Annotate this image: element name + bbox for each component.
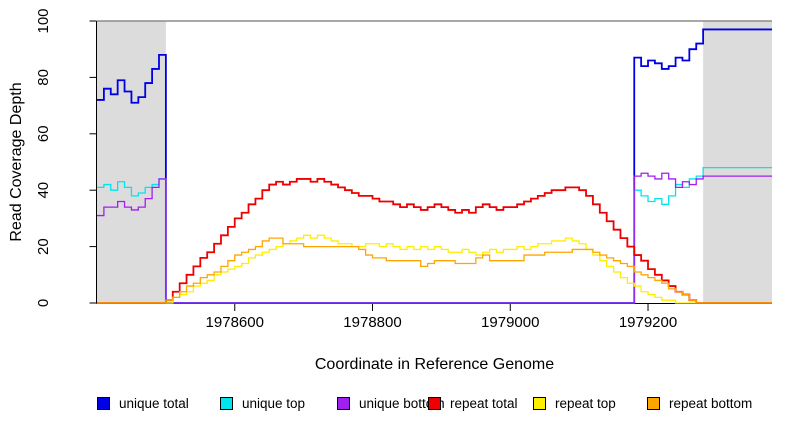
series-line-repeat-bottom	[97, 237, 772, 304]
legend-label: repeat bottom	[669, 395, 753, 411]
x-axis-title: Coordinate in Reference Genome	[314, 356, 555, 373]
legend-swatch-unique-top	[220, 396, 233, 410]
x-tick-label: 1979200	[619, 314, 677, 331]
legend-swatch-unique-bottom	[337, 396, 350, 410]
legend-swatch-repeat-bottom	[647, 396, 660, 410]
legend-swatch-repeat-top	[533, 396, 546, 410]
x-tick-label: 1978800	[343, 314, 401, 331]
x-tick-label: 1978600	[206, 314, 264, 331]
legend-label: repeat total	[450, 395, 518, 411]
legend-label: unique total	[119, 395, 189, 411]
shaded-region	[97, 21, 166, 303]
legend-item-unique-bottom: unique bottom	[337, 394, 445, 412]
y-tick-label: 60	[35, 125, 52, 142]
legend-label: repeat top	[555, 395, 616, 411]
y-tick-label: 20	[35, 238, 52, 255]
shaded-region	[703, 21, 772, 303]
legend-item-unique-top: unique top	[220, 394, 305, 412]
series-line-repeat-top	[97, 234, 772, 304]
y-tick-label: 100	[35, 8, 52, 33]
legend-item-repeat-top: repeat top	[533, 394, 616, 412]
legend-item-unique-total: unique total	[97, 394, 189, 412]
y-axis-title: Read Coverage Depth	[8, 82, 25, 242]
x-tick-label: 1979000	[481, 314, 539, 331]
legend-label: unique bottom	[359, 395, 445, 411]
legend: unique total unique top unique bottom re…	[0, 394, 792, 420]
legend-swatch-repeat-total	[428, 396, 441, 410]
y-tick-label: 0	[35, 299, 52, 307]
legend-item-repeat-bottom: repeat bottom	[647, 394, 752, 412]
y-tick-label: 40	[35, 182, 52, 199]
y-tick-label: 80	[35, 69, 52, 86]
legend-label: unique top	[242, 395, 306, 411]
series-line-unique-bottom	[97, 172, 772, 304]
series-line-repeat-total	[97, 178, 772, 304]
legend-item-repeat-total: repeat total	[428, 394, 518, 412]
legend-swatch-unique-total	[97, 396, 110, 410]
